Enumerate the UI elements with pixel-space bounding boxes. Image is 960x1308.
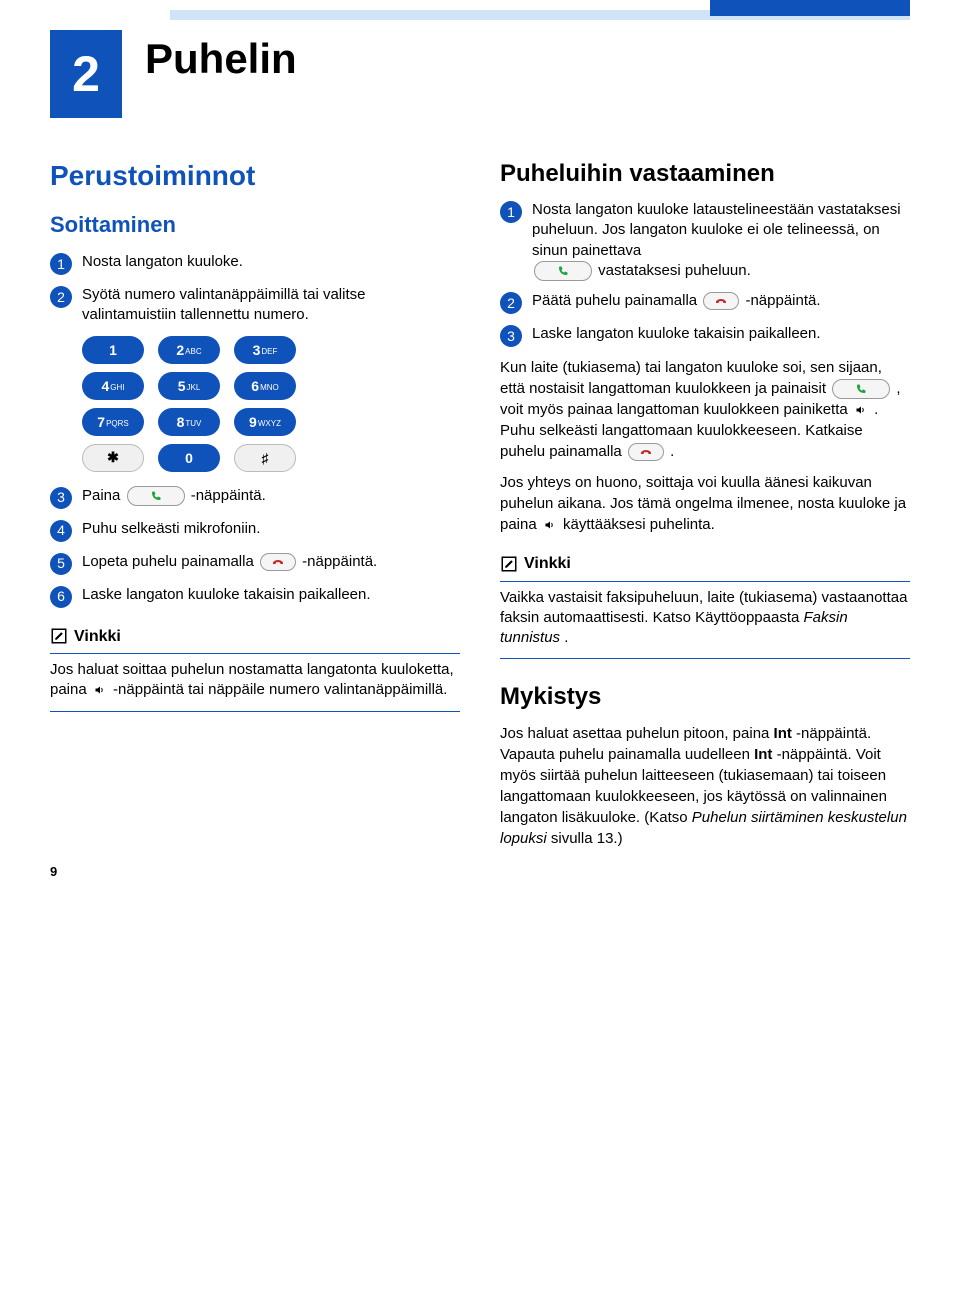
mute-b: Int bbox=[774, 725, 792, 742]
talk-button-icon bbox=[127, 486, 185, 506]
section-heading-basics: Perustoiminnot bbox=[50, 160, 460, 192]
r-step-bullet-1: 1 bbox=[500, 201, 522, 223]
keypad-key-6: 6MNO bbox=[234, 372, 296, 400]
mute-para: Jos haluat asettaa puhelun pitoon, paina… bbox=[500, 723, 910, 849]
hangup-button-icon bbox=[628, 443, 664, 461]
step-bullet-4: 4 bbox=[50, 520, 72, 542]
step-3-pre: Paina bbox=[82, 487, 125, 504]
keypad-key-4: 4GHI bbox=[82, 372, 144, 400]
keypad-key-0: 0 bbox=[158, 444, 220, 472]
r-step3-text: Laske langaton kuuloke takaisin paikalle… bbox=[532, 324, 910, 344]
r-para1-d: . bbox=[670, 443, 674, 460]
mute-d: Int bbox=[754, 746, 772, 763]
note-icon bbox=[50, 627, 68, 645]
step-bullet-3: 3 bbox=[50, 487, 72, 509]
chapter-number: 2 bbox=[50, 30, 122, 118]
keypad-key-2: 2ABC bbox=[158, 336, 220, 364]
r-step-bullet-3: 3 bbox=[500, 325, 522, 347]
note-left: Vinkki Jos haluat soittaa puhelun nostam… bbox=[50, 626, 460, 712]
step-bullet-5: 5 bbox=[50, 553, 72, 575]
subsection-heading-calling: Soittaminen bbox=[50, 212, 460, 238]
talk-button-icon bbox=[832, 379, 890, 399]
step-5: 5 Lopeta puhelu painamalla -näppäintä. bbox=[50, 552, 460, 575]
step-4-text: Puhu selkeästi mikrofoniin. bbox=[82, 519, 460, 539]
mute-a: Jos haluat asettaa puhelun pitoon, paina bbox=[500, 725, 774, 742]
r-para2-b: käyttääksesi puhelinta. bbox=[563, 516, 715, 533]
keypad-key-1: 1 bbox=[82, 336, 144, 364]
speaker-icon bbox=[93, 684, 107, 696]
step-1: 1 Nosta langaton kuuloke. bbox=[50, 252, 460, 275]
step-6-text: Laske langaton kuuloke takaisin paikalle… bbox=[82, 585, 460, 605]
hangup-button-icon bbox=[703, 292, 739, 310]
step-2: 2 Syötä numero valintanäppäimillä tai va… bbox=[50, 285, 460, 326]
r-step-bullet-2: 2 bbox=[500, 292, 522, 314]
note-right-c: . bbox=[564, 629, 568, 646]
r-step2-a: Päätä puhelu painamalla bbox=[532, 292, 701, 309]
subsection-heading-answering: Puheluihin vastaaminen bbox=[500, 160, 910, 188]
step-bullet-6: 6 bbox=[50, 586, 72, 608]
hangup-button-icon bbox=[260, 553, 296, 571]
r-step1-a: Nosta langaton kuuloke lataustelineestää… bbox=[532, 201, 901, 259]
step-5-post: -näppäintä. bbox=[302, 553, 377, 570]
keypad-key-9: 9WXYZ bbox=[234, 408, 296, 436]
note-icon bbox=[500, 555, 518, 573]
note-left-body-b: -näppäintä tai näppäile numero valintanä… bbox=[113, 681, 447, 698]
step-bullet-2: 2 bbox=[50, 286, 72, 308]
step-3-post: -näppäintä. bbox=[191, 487, 266, 504]
r-step-3: 3 Laske langaton kuuloke takaisin paikal… bbox=[500, 324, 910, 347]
step-6: 6 Laske langaton kuuloke takaisin paikal… bbox=[50, 585, 460, 608]
step-4: 4 Puhu selkeästi mikrofoniin. bbox=[50, 519, 460, 542]
talk-button-icon bbox=[534, 261, 592, 281]
page-number: 9 bbox=[50, 864, 57, 879]
keypad-key-✱: ✱ bbox=[82, 444, 144, 472]
step-2-text: Syötä numero valintanäppäimillä tai vali… bbox=[82, 285, 460, 326]
step-1-text: Nosta langaton kuuloke. bbox=[82, 252, 460, 272]
keypad: 1 2ABC 3DEF 4GHI 5JKL 6MNO 7PQRS 8TUV 9WXYZ ✱ 0 ♯ bbox=[82, 336, 460, 472]
r-para1: Kun laite (tukiasema) tai langaton kuulo… bbox=[500, 357, 910, 462]
speaker-icon bbox=[854, 404, 868, 416]
r-step1-b: vastataksesi puheluun. bbox=[598, 262, 751, 279]
step-bullet-1: 1 bbox=[50, 253, 72, 275]
note-title-right: Vinkki bbox=[524, 553, 571, 575]
mute-g: sivulla 13.) bbox=[551, 830, 623, 847]
note-right: Vinkki Vaikka vastaisit faksipuheluun, l… bbox=[500, 553, 910, 659]
keypad-key-3: 3DEF bbox=[234, 336, 296, 364]
note-title-left: Vinkki bbox=[74, 626, 121, 648]
header-decoration bbox=[50, 0, 910, 20]
subsection-heading-mute: Mykistys bbox=[500, 683, 910, 711]
speaker-icon bbox=[543, 519, 557, 531]
keypad-key-5: 5JKL bbox=[158, 372, 220, 400]
keypad-key-♯: ♯ bbox=[234, 444, 296, 472]
r-step-2: 2 Päätä puhelu painamalla -näppäintä. bbox=[500, 291, 910, 314]
chapter-title: Puhelin bbox=[145, 35, 297, 83]
r-para2: Jos yhteys on huono, soittaja voi kuulla… bbox=[500, 472, 910, 535]
r-step2-b: -näppäintä. bbox=[745, 292, 820, 309]
step-3: 3 Paina -näppäintä. bbox=[50, 486, 460, 509]
r-para1-a: Kun laite (tukiasema) tai langaton kuulo… bbox=[500, 359, 882, 397]
keypad-key-8: 8TUV bbox=[158, 408, 220, 436]
r-step-1: 1 Nosta langaton kuuloke lataustelineest… bbox=[500, 200, 910, 281]
keypad-key-7: 7PQRS bbox=[82, 408, 144, 436]
step-5-pre: Lopeta puhelu painamalla bbox=[82, 553, 258, 570]
